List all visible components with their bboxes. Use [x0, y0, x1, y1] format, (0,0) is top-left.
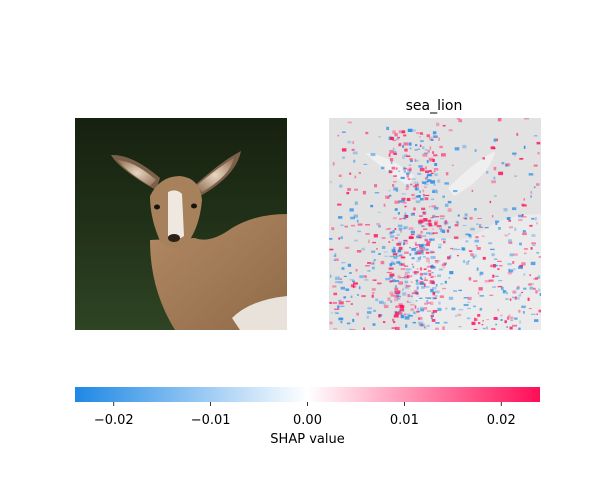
- colorbar-tick-label: 0.00: [293, 413, 322, 428]
- colorbar-ticks: −0.02 −0.01 0.00 0.01 0.02: [94, 402, 516, 428]
- colorbar-gradient: [75, 387, 540, 402]
- shap-attribution-speckles: [329, 118, 541, 330]
- colorbar-label: SHAP value: [270, 432, 344, 447]
- shap-overlay-panel: [329, 118, 541, 330]
- colorbar-tick-label: 0.02: [487, 413, 516, 428]
- colorbar-tick-label: 0.01: [390, 413, 419, 428]
- colorbar-tick-label: −0.01: [191, 413, 231, 428]
- colorbar: −0.02 −0.01 0.00 0.01 0.02 SHAP value: [75, 387, 540, 447]
- panel-title: sea_lion: [406, 98, 463, 114]
- original-image-panel: [75, 118, 287, 330]
- gazelle-illustration: [111, 151, 287, 330]
- gazelle-ghost-outline: [365, 151, 541, 330]
- colorbar-tick-label: −0.02: [94, 413, 134, 428]
